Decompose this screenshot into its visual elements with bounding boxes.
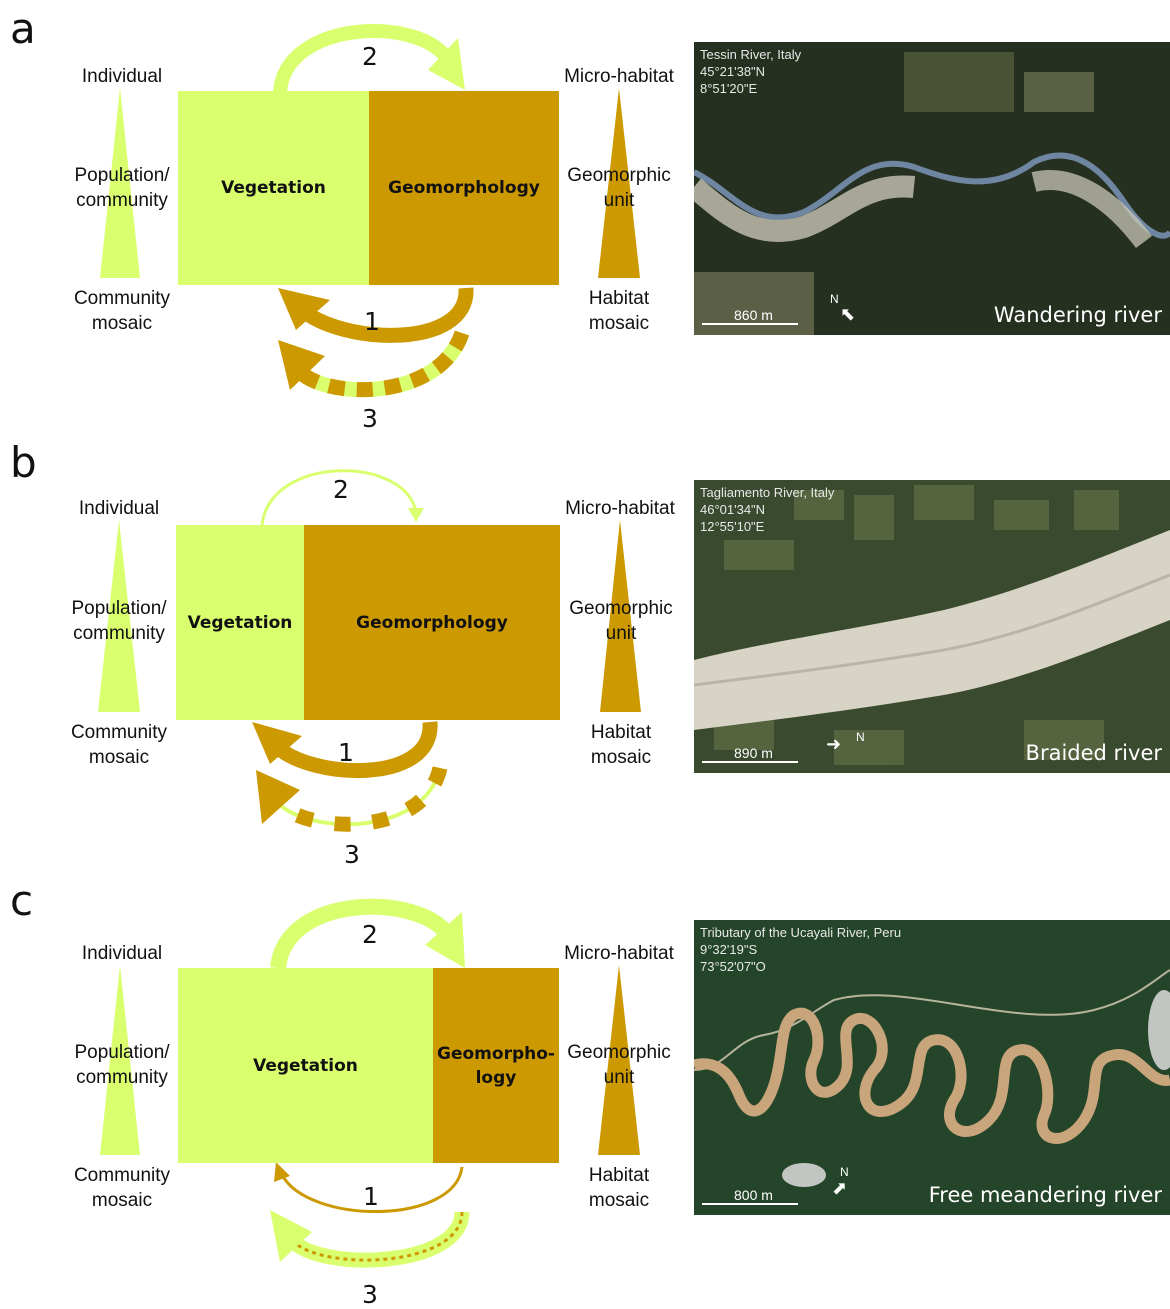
arrow-3-base	[286, 1210, 470, 1268]
arrow-1	[280, 1166, 464, 1214]
panel-letter-b: b	[10, 438, 37, 487]
arrow-1	[294, 287, 474, 343]
map-scale-label: 860 m	[734, 307, 773, 323]
scale-label-geomorphic-unit: Geomorphic unit	[567, 165, 671, 211]
arrow-1-head	[278, 288, 330, 330]
organization-scale-triangle	[98, 520, 140, 712]
map-scale-bar	[702, 1203, 798, 1205]
arrow-label-3: 3	[344, 840, 360, 869]
arrow-2	[273, 24, 454, 94]
map-scale-bar	[702, 323, 798, 325]
map-location-label: Tessin River, Italy 45°21'38"N 8°51'20"E	[700, 47, 802, 96]
arrow-2-head	[428, 38, 465, 90]
arrow-label-2: 2	[362, 920, 378, 949]
vegetation-box: Vegetation	[178, 91, 369, 285]
arrow-3-head	[278, 340, 325, 390]
scale-label-population: Population/ community	[74, 1042, 170, 1088]
scale-label-geomorphic-unit: Geomorphic unit	[567, 1042, 671, 1088]
north-indicator: N	[830, 292, 839, 306]
arrow-1	[269, 721, 438, 779]
arrow-3-head	[256, 770, 300, 824]
geomorphology-label: Geomorpho- logy	[437, 1043, 555, 1088]
river-type-label: Braided river	[1025, 741, 1162, 765]
arrow-3-dash	[290, 1211, 464, 1262]
scale-label-community-mosaic: Community mosaic	[70, 722, 168, 768]
geomorphology-box: Geomorphology	[369, 91, 559, 285]
scale-label-habitat-mosaic: Habitat mosaic	[588, 288, 650, 334]
scale-label-habitat-mosaic: Habitat mosaic	[590, 722, 652, 768]
river-type-label: Wandering river	[993, 303, 1162, 327]
vegetation-label: Vegetation	[187, 612, 293, 633]
map-imagery	[694, 480, 1170, 773]
arrow-3-head	[270, 1210, 312, 1262]
scale-label-individual: Individual	[81, 66, 163, 87]
panel-letter-a: a	[10, 4, 36, 53]
habitat-scale-triangle	[598, 88, 640, 278]
geomorphology-box: Geomorpho- logy	[433, 968, 559, 1163]
north-indicator: N	[840, 1165, 849, 1179]
scale-label-population: Population/ community	[74, 165, 170, 211]
map-location-label: Tagliamento River, Italy 46°01'34"N 12°5…	[700, 485, 835, 534]
arrow-label-2: 2	[333, 475, 349, 504]
north-arrow-icon: ➜	[826, 734, 842, 754]
map-location-label: Tributary of the Ucayali River, Peru 9°3…	[700, 925, 902, 974]
satellite-map: Tagliamento River, Italy 46°01'34"N 12°5…	[694, 480, 1170, 773]
panel-letter-c: c	[10, 876, 34, 925]
arrow-2-head	[425, 912, 465, 968]
arrow-label-1: 1	[338, 738, 354, 767]
arrow-1-head	[274, 1162, 290, 1182]
geomorphology-label: Geomorphology	[356, 612, 508, 633]
habitat-scale-triangle	[598, 965, 640, 1155]
arrow-label-1: 1	[363, 1182, 379, 1211]
satellite-map: Tessin River, Italy 45°21'38"N 8°51'20"E…	[694, 42, 1170, 335]
vegetation-label: Vegetation	[221, 178, 326, 198]
scale-label-micro-habitat: Micro-habitat	[564, 66, 674, 87]
arrow-label-2: 2	[362, 42, 378, 71]
map-scale-label: 890 m	[734, 745, 773, 761]
scale-label-individual: Individual	[81, 943, 163, 964]
north-indicator: N	[856, 730, 865, 744]
vegetation-box: Vegetation	[176, 525, 304, 720]
vegetation-label: Vegetation	[253, 1055, 358, 1076]
organization-scale-triangle	[100, 88, 140, 278]
habitat-scale-triangle	[600, 520, 641, 712]
scale-label-population: Population/ community	[71, 598, 167, 644]
arrow-label-1: 1	[364, 307, 380, 336]
arrow-1-head	[252, 722, 302, 764]
geomorphology-box: Geomorphology	[304, 525, 560, 720]
scale-label-micro-habitat: Micro-habitat	[564, 943, 674, 964]
river-type-label: Free meandering river	[928, 1183, 1162, 1207]
scale-label-habitat-mosaic: Habitat mosaic	[588, 1165, 650, 1211]
arrow-label-3: 3	[362, 1280, 378, 1309]
scale-label-micro-habitat: Micro-habitat	[565, 498, 675, 519]
north-arrow-icon: ⬈	[832, 1178, 848, 1198]
arrow-2	[260, 469, 418, 526]
arrow-2-head	[408, 508, 424, 522]
arrow-3-dash	[294, 330, 470, 398]
map-imagery	[694, 920, 1170, 1215]
map-scale-label: 800 m	[734, 1187, 773, 1203]
north-arrow-icon: ⬉	[840, 304, 856, 324]
map-imagery	[694, 42, 1170, 335]
vegetation-box: Vegetation	[178, 968, 433, 1163]
geomorphology-label: Geomorphology	[388, 178, 540, 198]
satellite-map: Tributary of the Ucayali River, Peru 9°3…	[694, 920, 1170, 1215]
organization-scale-triangle	[100, 965, 140, 1155]
arrow-label-3: 3	[362, 404, 378, 433]
arrow-2	[270, 898, 455, 970]
arrow-3-base	[278, 767, 442, 827]
scale-label-community-mosaic: Community mosaic	[73, 1165, 171, 1211]
scale-label-geomorphic-unit: Geomorphic unit	[569, 598, 673, 644]
scale-label-community-mosaic: Community mosaic	[73, 288, 171, 334]
map-scale-bar	[702, 761, 798, 763]
scale-label-individual: Individual	[78, 498, 160, 519]
